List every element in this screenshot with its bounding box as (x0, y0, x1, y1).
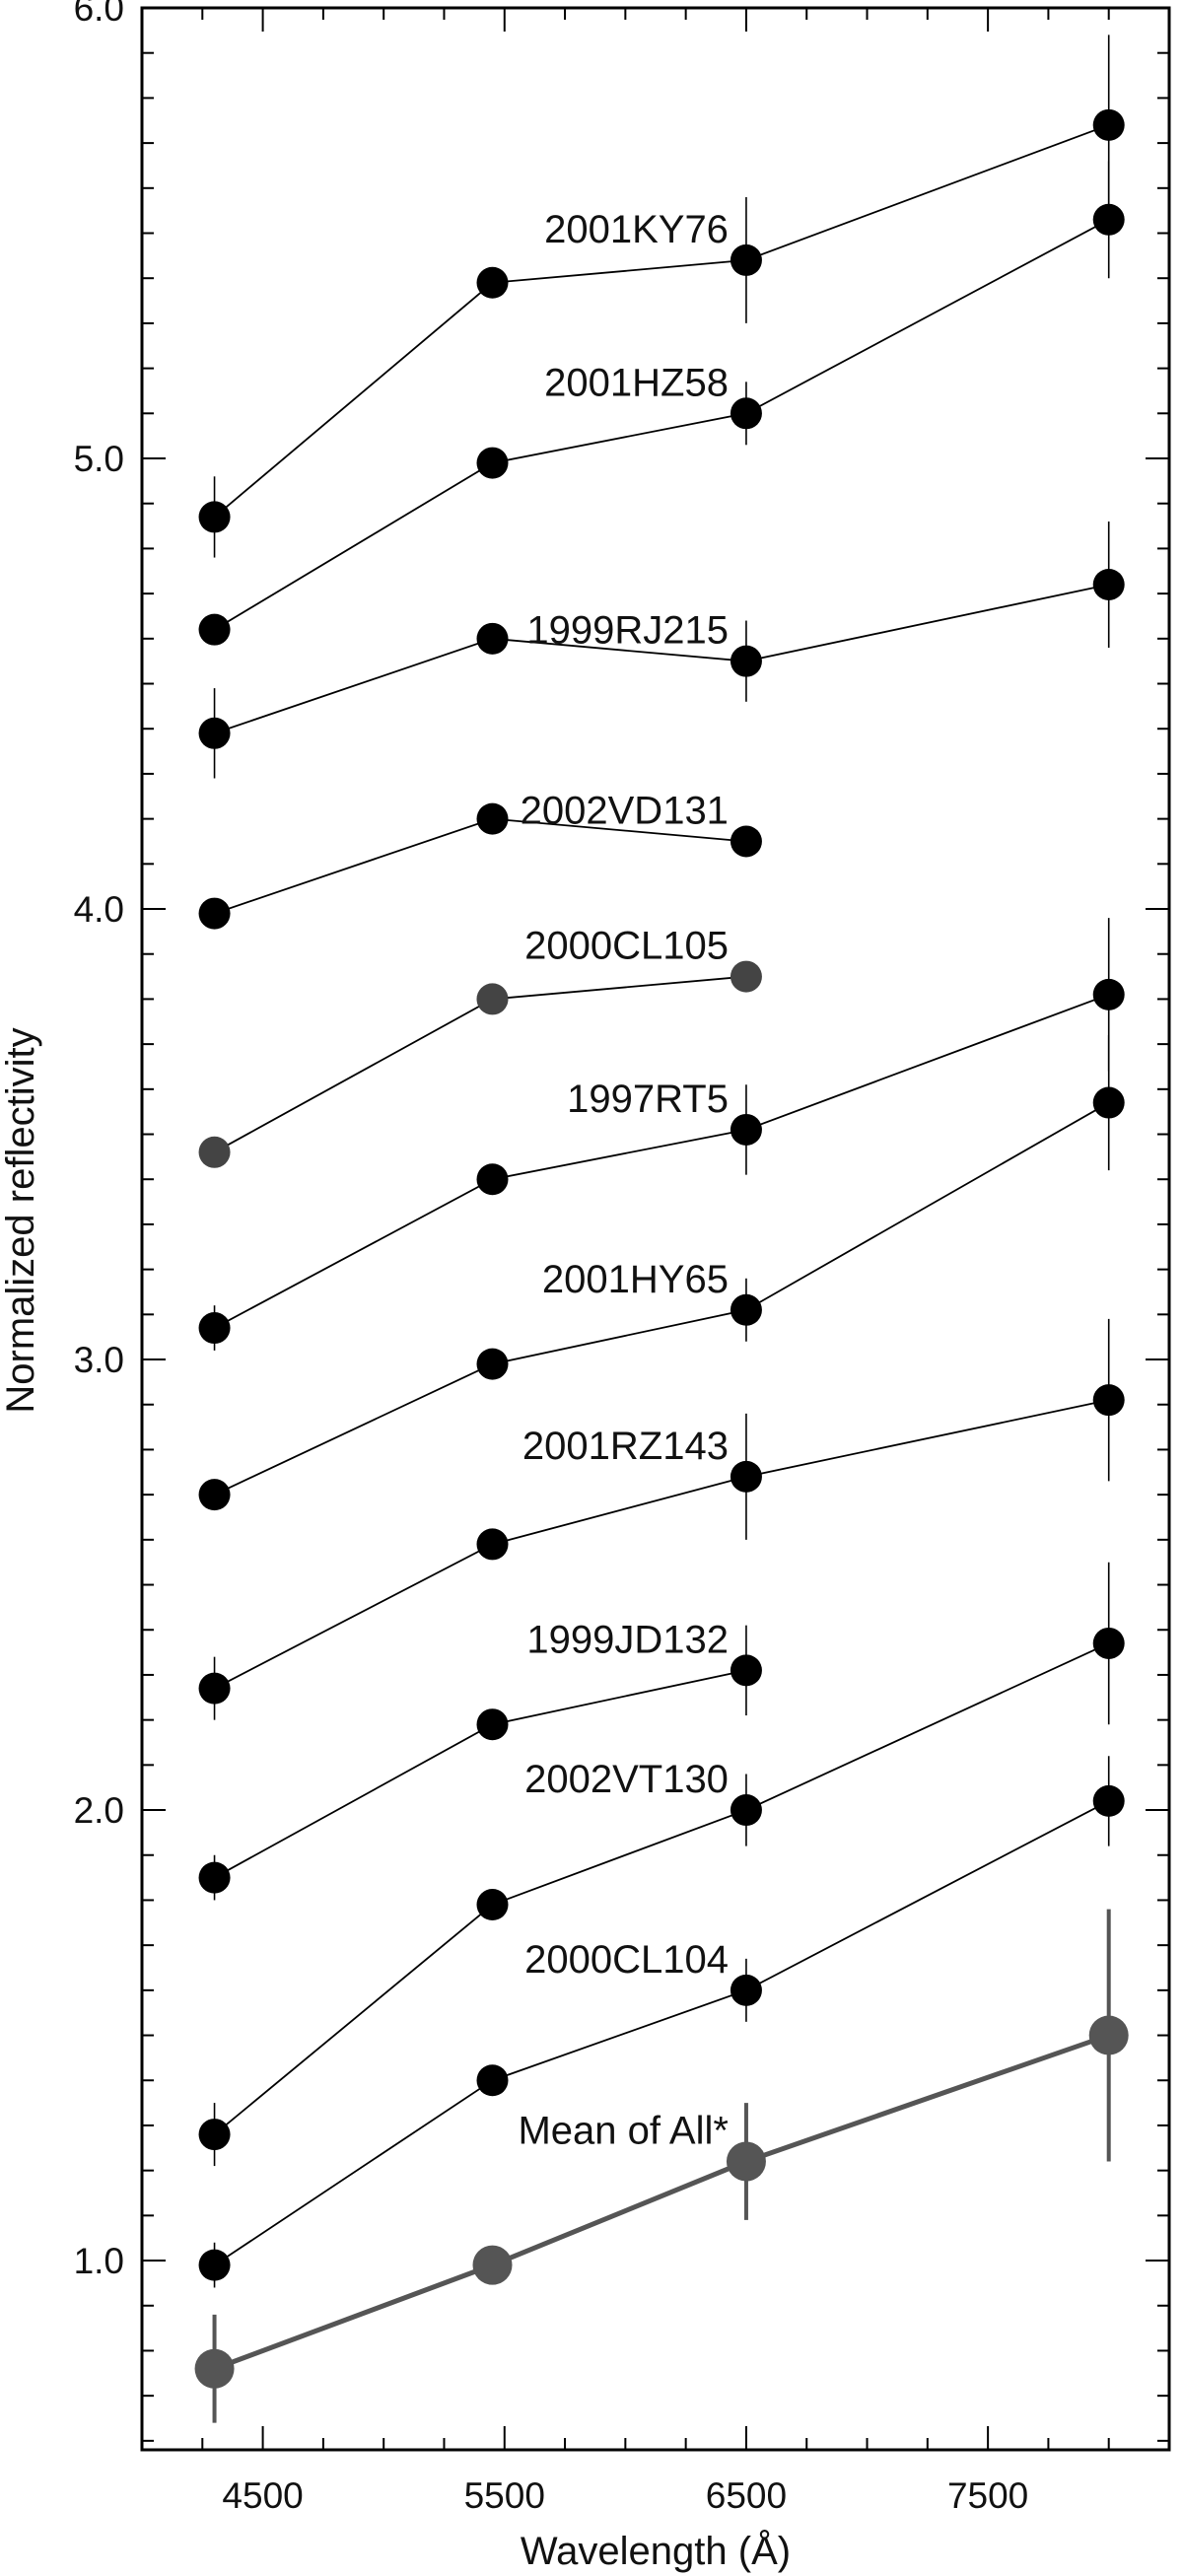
y-tick-label: 4.0 (74, 889, 124, 930)
axis-ticks (142, 7, 1169, 2450)
data-point (476, 2064, 509, 2097)
data-point (198, 501, 231, 533)
data-point (726, 2141, 766, 2182)
x-tick-label: 7500 (947, 2475, 1028, 2516)
series-label: 1999JD132 (526, 1618, 729, 1661)
data-point (730, 244, 762, 276)
series-2001HY65 (198, 1034, 1125, 1511)
data-point (730, 825, 762, 858)
data-point (476, 802, 509, 835)
series-2002VD131 (198, 802, 762, 930)
data-point (198, 717, 231, 749)
series-label: 2002VT130 (524, 1758, 729, 1801)
series-label: 2001KY76 (544, 208, 729, 251)
data-point (476, 1163, 509, 1196)
data-point (198, 897, 231, 930)
series-2000CL104 (198, 1756, 1125, 2288)
plot-frame (140, 6, 1171, 2452)
data-point (1092, 1784, 1125, 1817)
data-point (1092, 108, 1125, 141)
series-1997RT5 (198, 918, 1125, 1351)
x-tick-label: 4500 (222, 2475, 303, 2516)
y-tick-label: 6.0 (74, 0, 124, 29)
data-point (476, 983, 509, 1015)
y-axis-title: Normalized reflectivity (0, 1027, 42, 1413)
data-point (476, 1348, 509, 1380)
data-point (1092, 978, 1125, 1010)
series-line (213, 123, 1110, 519)
series-line (214, 817, 747, 915)
data-point (476, 1889, 509, 1921)
series-line (214, 584, 1109, 734)
data-point (198, 1479, 231, 1511)
series-line (214, 994, 1110, 1329)
series-label: 2001RZ143 (522, 1425, 729, 1468)
series-label: 2000CL105 (524, 925, 729, 968)
data-point (1088, 2015, 1129, 2055)
data-point (1092, 1384, 1125, 1417)
data-point (472, 2245, 513, 2285)
series-label: 2001HZ58 (544, 361, 729, 404)
data-point (194, 2348, 235, 2389)
series-labels: 2001KY76 2001HZ58 1999RJ215 2002VD131 2000CL… (518, 208, 728, 2153)
data-point (1092, 203, 1125, 236)
data-point (730, 1794, 762, 1827)
series-line (214, 1399, 1109, 1690)
series-2001KY76 (198, 35, 1125, 558)
data-point (730, 1293, 762, 1326)
tick-labels: 1.0 2.0 3.0 4.0 5.0 6.0 4500 5500 6500 7500 (74, 0, 1029, 2516)
data-point (730, 960, 762, 993)
y-tick-label: 2.0 (74, 1790, 124, 1831)
data-point (730, 1460, 762, 1493)
series-label: 1997RT5 (567, 1078, 729, 1121)
series-1999JD132 (198, 1625, 762, 1901)
series-line (214, 1800, 1110, 2266)
x-axis-title: Wavelength (Å) (521, 2529, 791, 2573)
data-point (198, 1672, 231, 1705)
series-1999RJ215 (198, 521, 1125, 779)
series-2000CL105 (198, 960, 762, 1168)
series-layer (194, 35, 1129, 2423)
data-point (198, 1861, 231, 1894)
series-line (214, 219, 1110, 631)
data-point (730, 1113, 762, 1146)
series-label: 2000CL104 (524, 1938, 729, 1982)
data-point (730, 1654, 762, 1687)
data-point (730, 397, 762, 430)
data-point (476, 1708, 509, 1741)
data-point (198, 1136, 231, 1168)
y-tick-label: 5.0 (74, 439, 124, 479)
data-point (730, 645, 762, 677)
data-point (198, 1312, 231, 1345)
x-tick-label: 6500 (706, 2475, 787, 2516)
series-2001RZ143 (198, 1318, 1125, 1720)
series-label: Mean of All* (518, 2110, 728, 2153)
data-point (1092, 1627, 1125, 1659)
data-point (476, 622, 509, 655)
series-2001HZ58 (198, 161, 1125, 646)
data-point (476, 266, 509, 299)
series-label: 2002VD131 (521, 789, 729, 832)
data-point (1092, 1086, 1125, 1119)
series-Mean of All* (194, 1909, 1129, 2423)
series-label: 2001HY65 (542, 1258, 729, 1301)
data-point (476, 1528, 509, 1561)
series-line (214, 1101, 1110, 1496)
data-point (476, 447, 509, 479)
x-tick-label: 5500 (464, 2475, 545, 2516)
data-point (730, 1974, 762, 2006)
data-point (198, 2249, 231, 2281)
data-point (198, 613, 231, 646)
y-tick-label: 3.0 (74, 1340, 124, 1380)
series-line (213, 1642, 1110, 2135)
series-label: 1999RJ215 (526, 609, 729, 653)
data-point (1092, 568, 1125, 600)
y-tick-label: 1.0 (74, 2241, 124, 2281)
data-point (198, 2119, 231, 2151)
series-line (213, 2033, 1110, 2372)
series-2002VT130 (198, 1562, 1125, 2167)
